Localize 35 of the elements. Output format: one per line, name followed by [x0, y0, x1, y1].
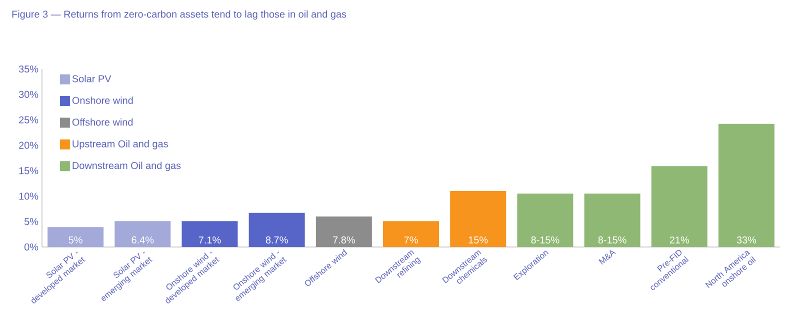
bar: [450, 191, 506, 247]
bar: [48, 227, 104, 247]
bar: [517, 194, 574, 247]
annotation: 7%: [404, 236, 418, 244]
y-tick-label: 15%: [19, 167, 38, 174]
annotation: 21%: [670, 236, 689, 244]
legend-label: Downstream Oil and gas: [72, 162, 181, 172]
annotation: 7.8%: [333, 236, 355, 244]
y-tick-label: 0%: [24, 243, 38, 251]
y-tick-label: 25%: [19, 116, 38, 124]
annotation: 8-15%: [598, 236, 626, 244]
legend-label: Offshore wind: [72, 118, 133, 126]
bar: [182, 221, 238, 247]
bar: [651, 166, 708, 247]
bar: [383, 221, 440, 247]
bar: [114, 221, 171, 247]
y-tick-label: 10%: [19, 192, 38, 200]
y-tick-label: 35%: [18, 65, 38, 73]
bar: [248, 212, 305, 247]
bar: [584, 194, 640, 247]
chart-title: Figure 3 — Returns from zero-carbon assets tend to lag those in oil and gas: [12, 10, 346, 20]
annotation: 33%: [736, 236, 756, 244]
legend-label: Upstream Oil and gas: [72, 140, 168, 150]
legend-label: Onshore wind: [72, 96, 133, 104]
y-tick-label: 20%: [19, 142, 38, 149]
annotation: 8-15%: [531, 236, 560, 244]
legend-label: Solar PV: [72, 74, 112, 82]
annotation: 6.4%: [132, 236, 154, 244]
bar: [718, 124, 774, 247]
annotation: 5%: [68, 236, 82, 244]
y-tick-label: 5%: [24, 218, 38, 226]
annotation: 8.7%: [266, 236, 288, 244]
annotation: 15%: [468, 236, 488, 244]
annotation: 7.1%: [198, 236, 221, 244]
y-tick-label: 30%: [18, 90, 38, 98]
